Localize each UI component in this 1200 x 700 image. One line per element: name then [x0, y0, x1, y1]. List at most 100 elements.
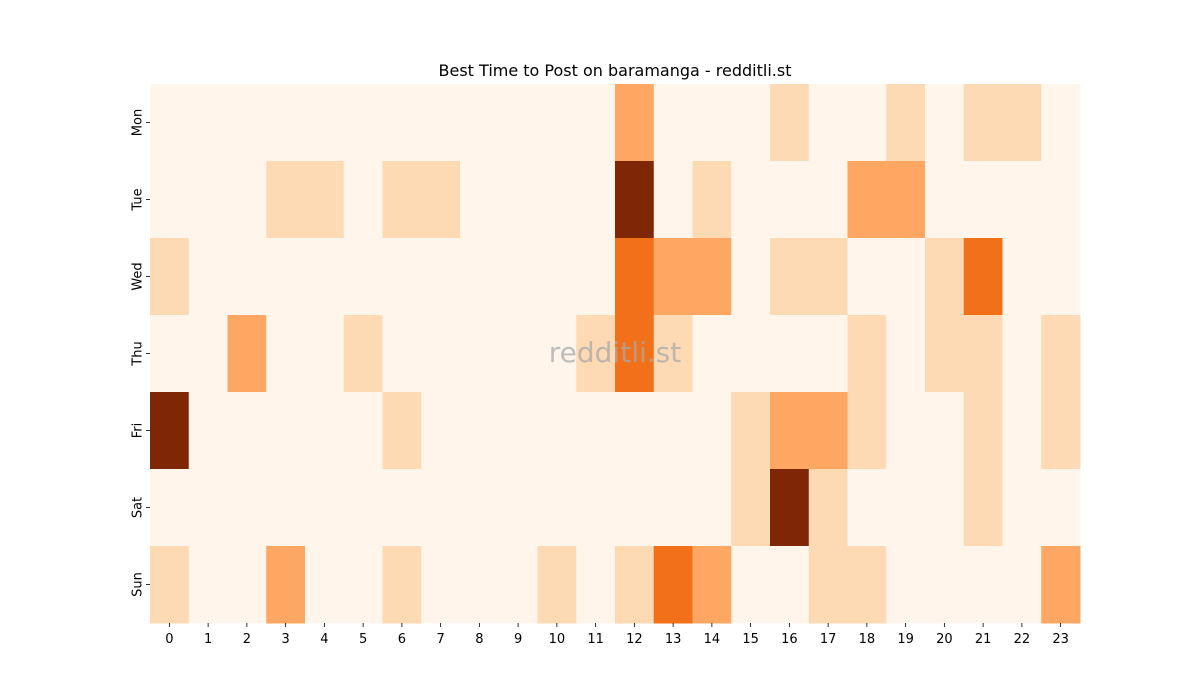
- heatmap-cell: [537, 315, 577, 393]
- heatmap-cell: [150, 161, 190, 239]
- y-tick-label: Fri: [131, 423, 146, 439]
- heatmap-cell: [576, 392, 616, 470]
- heatmap-cell: [305, 469, 345, 547]
- heatmap-cell: [963, 546, 1003, 624]
- heatmap-cell: [615, 238, 655, 316]
- heatmap-cell: [382, 315, 422, 393]
- heatmap-cell: [576, 161, 616, 239]
- heatmap-cell: [770, 392, 810, 470]
- heatmap-cell: [382, 161, 422, 239]
- heatmap-cell: [615, 392, 655, 470]
- heatmap-cell: [576, 84, 616, 162]
- heatmap-cell: [963, 315, 1003, 393]
- heatmap-cell: [537, 238, 577, 316]
- heatmap-cell: [963, 161, 1003, 239]
- heatmap-cell: [150, 469, 190, 547]
- heatmap-cell: [498, 315, 538, 393]
- heatmap-cell: [1041, 315, 1081, 393]
- heatmap-cell: [615, 546, 655, 624]
- heatmap-cell: [382, 546, 422, 624]
- heatmap-cell: [653, 469, 693, 547]
- watermark: redditli.st: [549, 336, 681, 369]
- heatmap-cell: [382, 392, 422, 470]
- heatmap-cell: [537, 161, 577, 239]
- heatmap-cell: [731, 469, 771, 547]
- heatmap-cell: [343, 84, 383, 162]
- x-tick-label: 15: [742, 632, 759, 647]
- heatmap-cell: [1041, 238, 1081, 316]
- y-tick-label: Mon: [131, 109, 146, 136]
- heatmap-cell: [266, 392, 306, 470]
- heatmap-cell: [460, 238, 500, 316]
- heatmap-cell: [847, 161, 887, 239]
- x-tick-label: 18: [859, 632, 876, 647]
- y-tick-label: Thu: [131, 341, 146, 366]
- heatmap-cell: [421, 315, 461, 393]
- heatmap-cell: [498, 469, 538, 547]
- heatmap-cell: [227, 392, 267, 470]
- heatmap-cell: [343, 315, 383, 393]
- heatmap-cell: [1041, 161, 1081, 239]
- heatmap-cell: [808, 469, 848, 547]
- heatmap-cell: [266, 84, 306, 162]
- heatmap-cell: [227, 546, 267, 624]
- heatmap-cell: [266, 469, 306, 547]
- heatmap-cell: [770, 546, 810, 624]
- heatmap-cell: [343, 238, 383, 316]
- heatmap-cell: [692, 469, 732, 547]
- x-tick-label: 21: [975, 632, 992, 647]
- heatmap-cell: [460, 392, 500, 470]
- heatmap-cell: [925, 392, 965, 470]
- heatmap-cell: [1002, 469, 1042, 547]
- x-tick-label: 20: [936, 632, 953, 647]
- heatmap-cell: [963, 469, 1003, 547]
- x-tick-label: 19: [897, 632, 914, 647]
- heatmap-cell: [808, 546, 848, 624]
- x-tick-label: 0: [165, 632, 173, 647]
- heatmap-cell: [150, 238, 190, 316]
- heatmap-cell: [188, 315, 228, 393]
- heatmap-cell: [963, 238, 1003, 316]
- heatmap-cell: [460, 84, 500, 162]
- heatmap-cell: [847, 315, 887, 393]
- heatmap-cell: [925, 84, 965, 162]
- x-tick-label: 14: [704, 632, 721, 647]
- heatmap-cell: [653, 546, 693, 624]
- heatmap-cell: [382, 84, 422, 162]
- heatmap-cell: [343, 469, 383, 547]
- heatmap-cell: [498, 392, 538, 470]
- heatmap-cell: [266, 161, 306, 239]
- heatmap-cell: [847, 546, 887, 624]
- heatmap-cell: [188, 238, 228, 316]
- x-tick-label: 1: [204, 632, 212, 647]
- heatmap-cell: [343, 392, 383, 470]
- heatmap-cell: [498, 84, 538, 162]
- x-tick-label: 16: [781, 632, 798, 647]
- heatmap-cell: [188, 392, 228, 470]
- x-tick-label: 11: [587, 632, 604, 647]
- x-tick-label: 23: [1052, 632, 1069, 647]
- heatmap-cell: [692, 238, 732, 316]
- heatmap-cell: [227, 161, 267, 239]
- heatmap-cell: [305, 392, 345, 470]
- heatmap-cell: [847, 238, 887, 316]
- heatmap-cell: [305, 315, 345, 393]
- x-tick-label: 2: [243, 632, 251, 647]
- heatmap-cell: [886, 392, 926, 470]
- heatmap-cell: [460, 469, 500, 547]
- x-tick-label: 10: [549, 632, 566, 647]
- heatmap-cell: [1002, 84, 1042, 162]
- heatmap-cell: [615, 469, 655, 547]
- heatmap-cell: [382, 469, 422, 547]
- heatmap-cell: [305, 238, 345, 316]
- heatmap-cell: [731, 84, 771, 162]
- heatmap-cell: [188, 84, 228, 162]
- x-tick-label: 12: [626, 632, 643, 647]
- heatmap-cell: [537, 392, 577, 470]
- heatmap-cell: [925, 546, 965, 624]
- heatmap-cell: [1002, 161, 1042, 239]
- heatmap-cell: [421, 84, 461, 162]
- heatmap-cell: [886, 161, 926, 239]
- heatmap-cell: [1002, 315, 1042, 393]
- heatmap-cell: [1002, 238, 1042, 316]
